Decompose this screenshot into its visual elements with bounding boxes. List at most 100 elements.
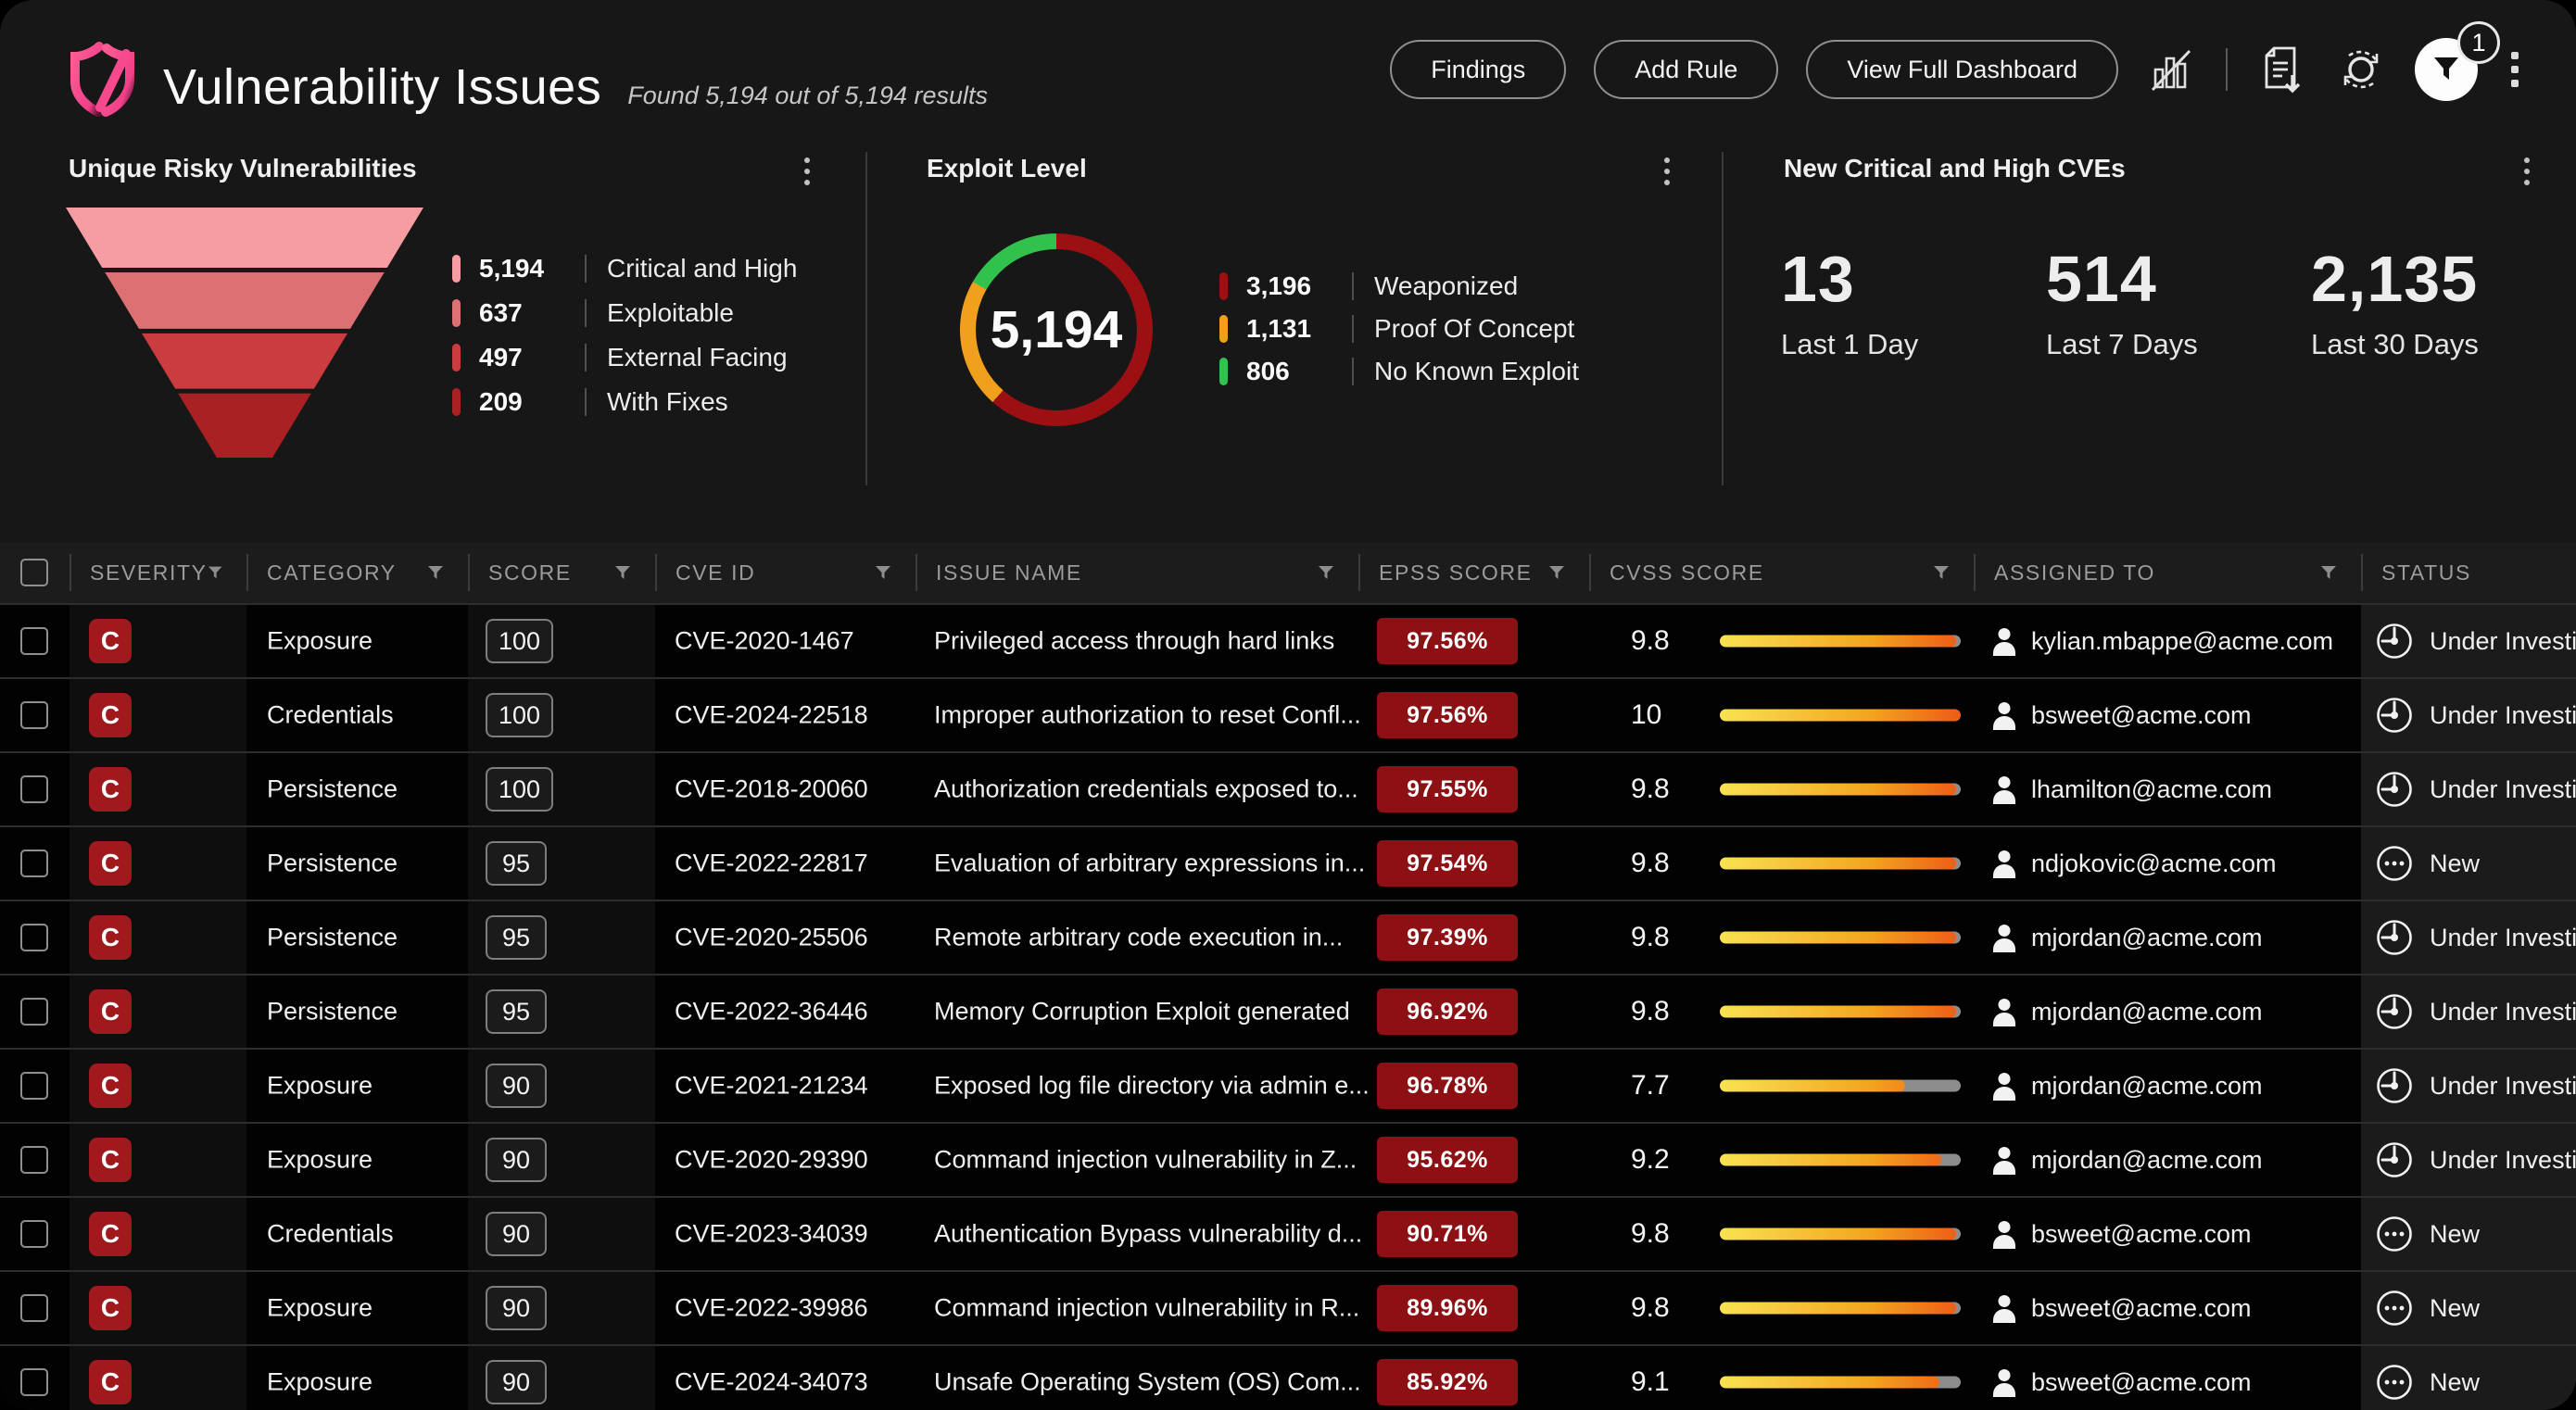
- column-header-issue-name[interactable]: ISSUE NAME: [915, 542, 1358, 603]
- vulnerability-dashboard: Vulnerability Issues Found 5,194 out of …: [0, 0, 2576, 1410]
- filter-icon[interactable]: [208, 565, 222, 580]
- legend-tick: [1219, 272, 1228, 300]
- view-full-dashboard-button[interactable]: View Full Dashboard: [1806, 40, 2118, 99]
- cve-id-cell: CVE-2022-39986: [675, 1294, 868, 1323]
- assignee-email: kylian.mbappe@acme.com: [2031, 627, 2333, 656]
- assignee-email: bsweet@acme.com: [2031, 1294, 2252, 1323]
- card-menu-icon[interactable]: [2519, 152, 2535, 191]
- table-row[interactable]: C Credentials 90 CVE-2023-34039 Authenti…: [0, 1196, 2576, 1270]
- select-all-checkbox[interactable]: [20, 559, 48, 586]
- category-cell: Exposure: [267, 1072, 373, 1101]
- table-row[interactable]: C Exposure 90 CVE-2024-34073 Unsafe Oper…: [0, 1344, 2576, 1410]
- score-chip: 95: [486, 915, 547, 960]
- legend-tick: [1219, 315, 1228, 343]
- status-cell: Under Investig: [2374, 1139, 2576, 1180]
- row-checkbox[interactable]: [20, 1220, 48, 1248]
- table-row[interactable]: C Persistence 100 CVE-2018-20060 Authori…: [0, 751, 2576, 825]
- legend-divider: [1352, 272, 1354, 300]
- row-checkbox[interactable]: [20, 998, 48, 1026]
- epss-score-badge: 96.92%: [1377, 988, 1518, 1035]
- column-header-score[interactable]: SCORE: [468, 542, 655, 603]
- table-row[interactable]: C Exposure 90 CVE-2020-29390 Command inj…: [0, 1122, 2576, 1196]
- row-checkbox[interactable]: [20, 627, 48, 655]
- row-checkbox[interactable]: [20, 1294, 48, 1322]
- cvss-score-value: 9.8: [1631, 1292, 1709, 1324]
- epss-score-badge: 96.78%: [1377, 1063, 1518, 1109]
- legend-value: 1,131: [1246, 314, 1332, 344]
- issue-name-cell: Exposed log file directory via admin e..…: [934, 1072, 1370, 1101]
- row-checkbox[interactable]: [20, 1146, 48, 1174]
- column-header-category[interactable]: CATEGORY: [246, 542, 468, 603]
- score-chip: 95: [486, 841, 547, 886]
- category-cell: Exposure: [267, 1146, 373, 1175]
- filter-icon[interactable]: [1318, 565, 1334, 580]
- card-title: Unique Risky Vulnerabilities: [69, 154, 417, 183]
- severity-badge: C: [89, 1286, 132, 1330]
- table-row[interactable]: C Persistence 95 CVE-2022-22817 Evaluati…: [0, 825, 2576, 900]
- filter-icon[interactable]: [875, 565, 891, 580]
- cvss-score-value: 9.8: [1631, 625, 1709, 657]
- legend-divider: [1352, 358, 1354, 385]
- table-row[interactable]: C Credentials 100 CVE-2024-22518 Imprope…: [0, 677, 2576, 751]
- toggle-charts-icon[interactable]: [2146, 44, 2198, 95]
- column-header-epss-score[interactable]: EPSS SCORE: [1358, 542, 1589, 603]
- row-checkbox[interactable]: [20, 850, 48, 877]
- cvss-score-value: 9.8: [1631, 922, 1709, 953]
- score-chip: 90: [486, 1212, 547, 1256]
- assigned-to-cell: mjordan@acme.com: [1990, 1071, 2263, 1101]
- more-options-icon[interactable]: [2506, 46, 2524, 93]
- top-actions: Findings Add Rule View Full Dashboard: [1390, 37, 2524, 102]
- column-header-status[interactable]: STATUS: [2361, 542, 2576, 603]
- status-cell: Under Investig: [2374, 621, 2576, 661]
- filter-icon[interactable]: [427, 565, 444, 580]
- column-header-assigned-to[interactable]: ASSIGNED TO: [1974, 542, 2361, 603]
- legend-divider: [585, 344, 587, 371]
- under-investigation-icon: [2374, 769, 2415, 810]
- person-icon: [1990, 849, 2018, 878]
- add-rule-button[interactable]: Add Rule: [1594, 40, 1778, 99]
- exploit-legend: 3,196Weaponized1,131Proof Of Concept806N…: [1219, 265, 1579, 393]
- epss-score-badge: 97.39%: [1377, 914, 1518, 961]
- cve-id-cell: CVE-2020-29390: [675, 1146, 868, 1175]
- active-filters-button[interactable]: 1: [2415, 38, 2478, 101]
- severity-badge: C: [89, 841, 132, 886]
- status-cell: Under Investig: [2374, 991, 2576, 1032]
- cvss-score-bar: [1720, 932, 1961, 944]
- category-cell: Persistence: [267, 850, 398, 878]
- row-checkbox[interactable]: [20, 1072, 48, 1100]
- column-header-cve-id[interactable]: CVE ID: [655, 542, 915, 603]
- person-icon: [1990, 1293, 2018, 1323]
- card-menu-icon[interactable]: [1659, 152, 1675, 191]
- funnel-legend: 5,194Critical and High637Exploitable497E…: [452, 246, 797, 424]
- cve-stat: 514Last 7 Days: [2046, 243, 2311, 361]
- filter-icon[interactable]: [1933, 565, 1950, 580]
- cvss-score-bar: [1720, 710, 1961, 722]
- filter-icon[interactable]: [1548, 565, 1565, 580]
- table-row[interactable]: C Exposure 90 CVE-2021-21234 Exposed log…: [0, 1048, 2576, 1122]
- assigned-to-cell: lhamilton@acme.com: [1990, 774, 2272, 804]
- status-label: Under Investig: [2430, 998, 2576, 1026]
- row-checkbox[interactable]: [20, 775, 48, 803]
- under-investigation-icon: [2374, 1139, 2415, 1180]
- table-row[interactable]: C Exposure 90 CVE-2022-39986 Command inj…: [0, 1270, 2576, 1344]
- issue-name-cell: Command injection vulnerability in R...: [934, 1294, 1359, 1323]
- person-icon: [1990, 700, 2018, 730]
- table-row[interactable]: C Persistence 95 CVE-2020-25506 Remote a…: [0, 900, 2576, 974]
- row-checkbox[interactable]: [20, 701, 48, 729]
- column-header-cvss-score[interactable]: CVSS SCORE: [1589, 542, 1974, 603]
- export-report-icon[interactable]: [2255, 44, 2307, 95]
- category-cell: Credentials: [267, 701, 394, 730]
- column-header-severity[interactable]: SEVERITY: [69, 542, 246, 603]
- findings-button[interactable]: Findings: [1390, 40, 1566, 99]
- sync-icon[interactable]: [2335, 44, 2387, 95]
- legend-divider: [585, 299, 587, 327]
- filter-icon[interactable]: [614, 565, 631, 580]
- card-menu-icon[interactable]: [799, 152, 815, 191]
- row-checkbox[interactable]: [20, 924, 48, 951]
- table-row[interactable]: C Persistence 95 CVE-2022-36446 Memory C…: [0, 974, 2576, 1048]
- row-checkbox[interactable]: [20, 1368, 48, 1396]
- filter-icon[interactable]: [2320, 565, 2337, 580]
- cvss-score-value: 7.7: [1631, 1070, 1709, 1102]
- table-row[interactable]: C Exposure 100 CVE-2020-1467 Privileged …: [0, 603, 2576, 677]
- category-cell: Persistence: [267, 775, 398, 804]
